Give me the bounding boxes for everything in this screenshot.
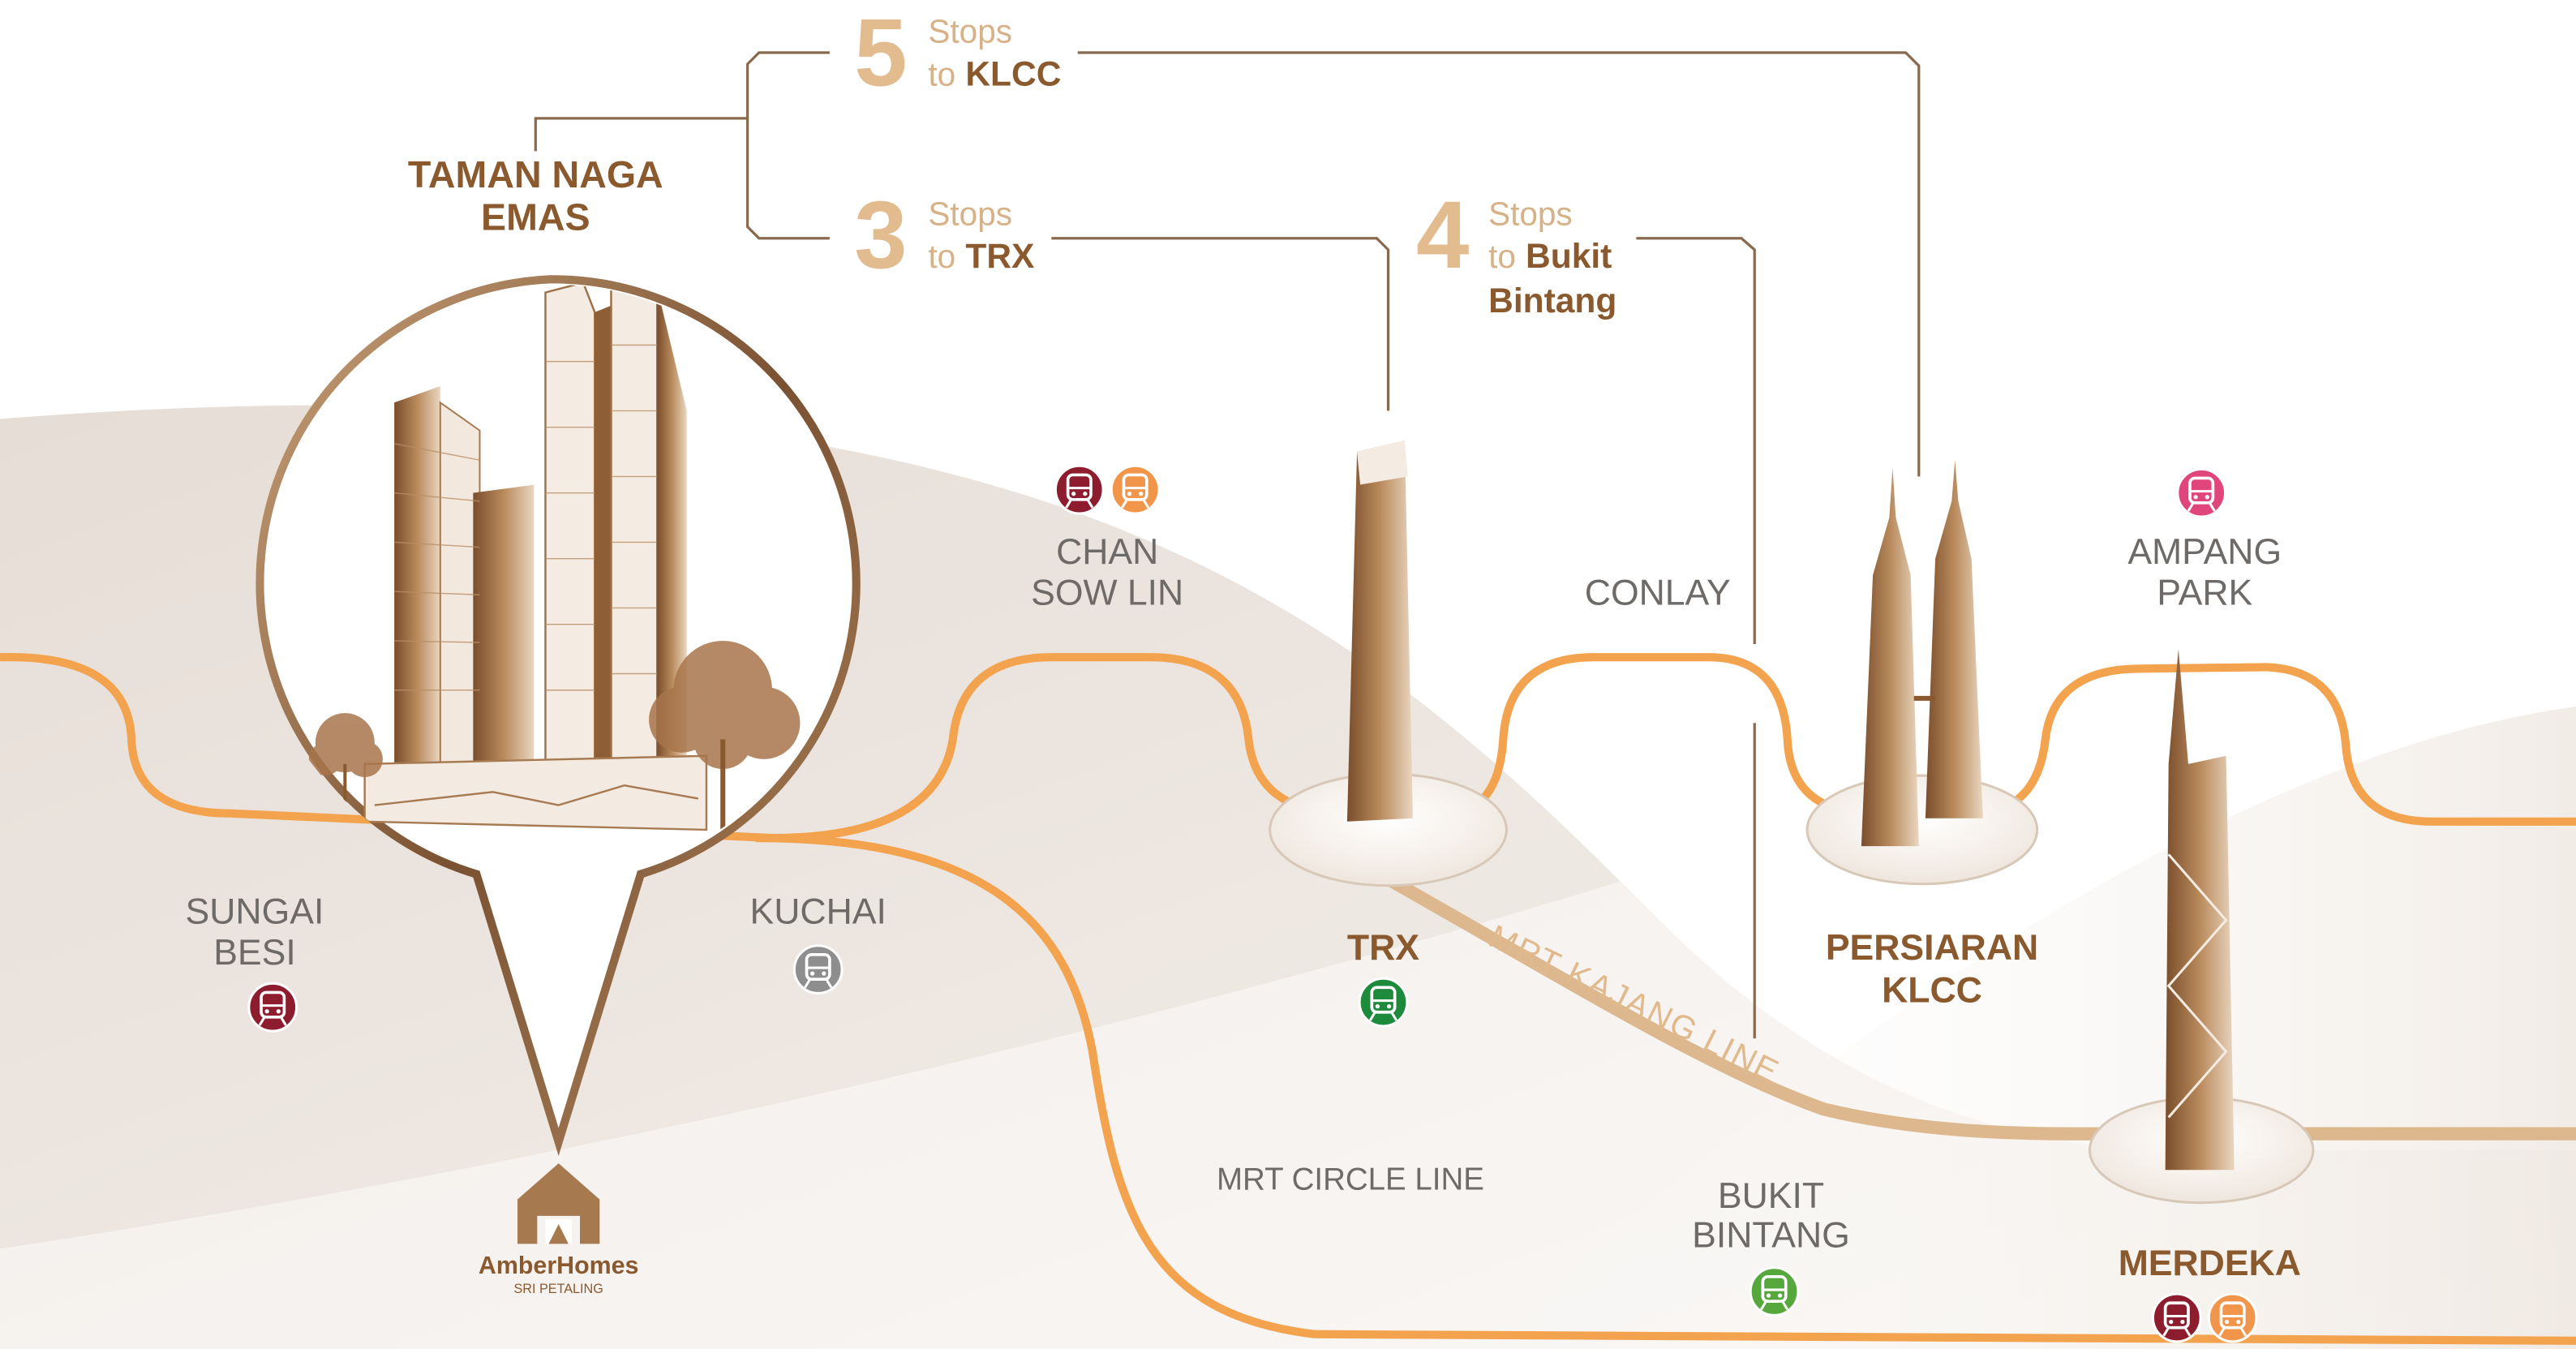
train-glyph: [277, 1009, 281, 1013]
station-name: CONLAY: [1585, 573, 1731, 612]
landmark: [1807, 460, 2037, 884]
journey: 5 Stops to KLCC: [854, 0, 1061, 105]
stop-unit: Stops: [1488, 195, 1573, 233]
icon-badge: [1111, 466, 1159, 513]
station-icon: [1750, 1268, 1798, 1316]
train-glyph: [1071, 492, 1075, 496]
train-glyph: [2180, 1320, 2184, 1324]
station-icon: [249, 983, 297, 1031]
stop-count: 4: [1416, 182, 1469, 288]
station-name: CHAN: [1056, 532, 1158, 572]
brand-name: AmberHomes: [479, 1252, 639, 1279]
train-glyph: [810, 972, 814, 976]
stop-unit: Stops: [928, 13, 1012, 50]
icon-badge: [1055, 466, 1103, 513]
station-name: KLCC: [1882, 971, 1982, 1011]
station-icon: [1111, 466, 1159, 513]
to-word: to: [928, 55, 955, 92]
to-word: to: [1488, 238, 1516, 275]
icon-badge: [1750, 1268, 1798, 1316]
station-name: PERSIARAN: [1826, 928, 2038, 968]
train-glyph: [2225, 1320, 2229, 1324]
icon-badge: [2209, 1294, 2256, 1342]
journey: 4 Stops to Bukit Bintang: [1416, 182, 1616, 320]
station-name: TRX: [1347, 928, 1419, 968]
station-name: SOW LIN: [1031, 573, 1183, 612]
train-glyph: [2205, 495, 2209, 499]
station-icon: [2209, 1294, 2256, 1342]
destination-name: Bintang: [1488, 281, 1616, 320]
station-name: BINTANG: [1692, 1215, 1850, 1255]
train-glyph: [1767, 1294, 1771, 1298]
station-name: SUNGAI: [186, 891, 324, 931]
connectivity-map: MRT KAJANG LINE MRT CIRCLE LINE 5 Stops …: [0, 0, 2576, 1349]
connector: [1051, 238, 1388, 411]
destination-name: Bukit: [1526, 237, 1612, 276]
development-name: EMAS: [481, 196, 590, 238]
train-glyph: [1778, 1294, 1782, 1298]
stop-unit: Stops: [928, 195, 1012, 233]
station-name: AMPANG: [2127, 532, 2282, 572]
connector: [748, 53, 830, 238]
icon-badge: [2178, 469, 2226, 517]
destination-name: TRX: [965, 237, 1034, 276]
brand-location: SRI PETALING: [514, 1282, 603, 1296]
train-glyph: [1127, 492, 1131, 496]
connector: [535, 118, 747, 152]
train-glyph: [1083, 492, 1087, 496]
destination: to Bukit: [1488, 237, 1612, 276]
train-glyph: [2193, 495, 2197, 499]
icon-badge: [2153, 1294, 2200, 1342]
destination-name: KLCC: [965, 54, 1061, 93]
station-name: KUCHAI: [750, 891, 887, 931]
train-glyph: [265, 1009, 269, 1013]
station-icon: [1359, 978, 1407, 1026]
station-name: BUKIT: [1718, 1176, 1824, 1216]
destination: to KLCC: [928, 54, 1061, 93]
station-icon: [2153, 1294, 2200, 1342]
train-glyph: [2169, 1320, 2173, 1324]
stop-count: 3: [854, 182, 907, 288]
train-glyph: [2236, 1320, 2240, 1324]
station-icon: [1055, 466, 1103, 513]
line-label: MRT CIRCLE LINE: [1217, 1162, 1484, 1196]
to-word: to: [928, 238, 955, 275]
station-icon: [794, 946, 842, 994]
station-name: PARK: [2157, 573, 2252, 612]
train-glyph: [822, 972, 826, 976]
station-name: BESI: [213, 933, 296, 973]
journey: 3 Stops to TRX: [854, 182, 1034, 288]
station-icon: [2178, 469, 2226, 517]
train-glyph: [1376, 1004, 1380, 1008]
destination: to TRX: [928, 237, 1034, 276]
stop-count: 5: [854, 0, 907, 105]
development-name: TAMAN NAGA: [408, 153, 663, 195]
train-glyph: [1139, 492, 1143, 496]
icon-badge: [1359, 978, 1407, 1026]
train-glyph: [1387, 1004, 1391, 1008]
icon-badge: [794, 946, 842, 994]
icon-badge: [249, 983, 297, 1031]
station-name: MERDEKA: [2119, 1244, 2301, 1283]
